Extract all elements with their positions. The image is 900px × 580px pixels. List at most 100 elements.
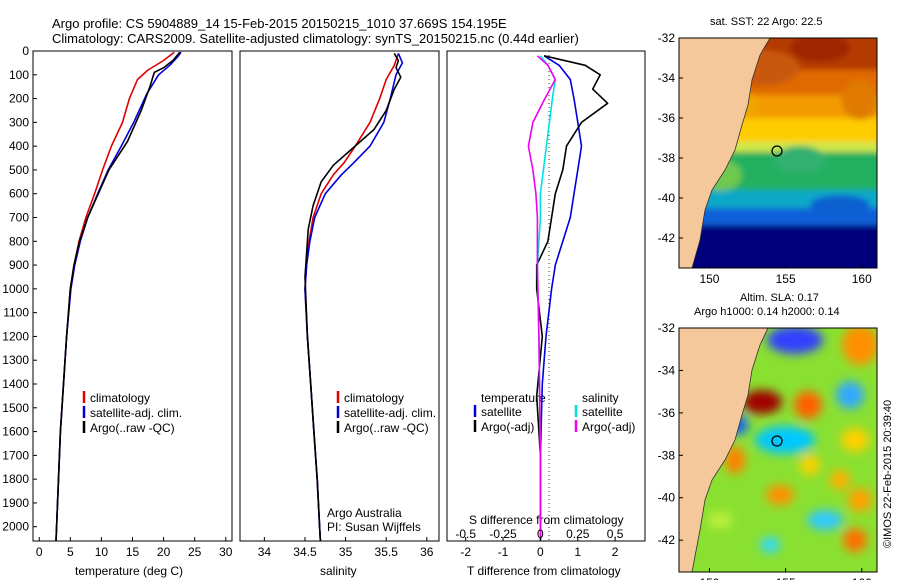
map-y-tick-label: -36 [658, 111, 676, 125]
header-line-2: Climatology: CARS2009. Satellite-adjuste… [52, 31, 579, 46]
sla-map-frame [678, 327, 878, 573]
t-difference-axis-label: T difference from climatology [467, 564, 621, 578]
x-tick-label: -2 [460, 545, 471, 559]
annotation-pi: PI: Susan Wijffels [327, 520, 421, 534]
map-y-tick-label: -42 [658, 231, 676, 245]
depth-tick-label: 1700 [2, 448, 29, 462]
map-y-tick-label: -42 [658, 533, 676, 547]
x-tick-label: 15 [126, 545, 140, 559]
legend-label-t-argo: Argo(-adj) [481, 420, 534, 434]
depth-tick-label: 0 [22, 44, 29, 58]
x-tick-label: 0 [537, 545, 544, 559]
legend-label-s-argo: Argo(-adj) [582, 420, 635, 434]
sla-map-subtitle: Argo h1000: 0.14 h2000: 0.14 [694, 306, 840, 318]
map-x-tick-label: 155 [776, 576, 796, 580]
x-tick-label: 5 [67, 545, 74, 559]
map-y-tick-label: -32 [658, 31, 676, 45]
salinity-panel [239, 50, 440, 542]
depth-tick-label: 500 [9, 163, 29, 177]
map-x-tick-label: 160 [852, 272, 872, 286]
legend-label-climatology: climatology [344, 391, 404, 405]
legend-label-climatology: climatology [90, 391, 150, 405]
map-y-tick-label: -34 [658, 363, 676, 377]
depth-tick-label: 300 [9, 115, 29, 129]
sst-map [678, 37, 878, 269]
x-tick-label: -1 [498, 545, 509, 559]
depth-tick-label: 1300 [2, 353, 29, 367]
s-difference-tick-label: 0.25 [566, 527, 590, 541]
difference-axes-frame [446, 50, 646, 542]
series-line-satellite-adj-clim- [55, 51, 182, 542]
x-tick-label: 2 [612, 545, 619, 559]
series-line-t-satellite [539, 55, 583, 541]
x-tick-label: 35 [339, 545, 353, 559]
series-line-argo-raw-qc- [304, 52, 402, 542]
sst-map-title: sat. SST: 22 Argo: 22.5 [710, 16, 823, 28]
map-x-tick-label: 150 [699, 272, 719, 286]
legend-label-satellite: satellite-adj. clim. [90, 406, 182, 420]
series-line-s-argo-adj- [527, 55, 557, 541]
x-tick-label: 35.5 [375, 545, 399, 559]
legend-title-temperature: temperature [481, 391, 546, 405]
map-y-tick-label: -38 [658, 448, 676, 462]
annotation-argo-australia: Argo Australia [327, 506, 402, 520]
depth-tick-label: 1000 [2, 282, 29, 296]
sst-map-axes: 150 155 160 -32 -34 -36 -38 -40 -42 [658, 31, 872, 286]
x-tick-label: 1 [574, 545, 581, 559]
sla-map [678, 327, 878, 573]
x-tick-label: 10 [95, 545, 109, 559]
depth-tick-label: 1900 [2, 496, 29, 510]
x-tick-label: 36 [420, 545, 434, 559]
salinity-axes-frame [239, 50, 440, 542]
depth-tick-label: 700 [9, 211, 29, 225]
depth-tick-label: 1400 [2, 377, 29, 391]
depth-tick-label: 400 [9, 139, 29, 153]
map-y-tick-label: -40 [658, 491, 676, 505]
s-difference-tick-label: -0.25 [489, 527, 517, 541]
depth-tick-label: 1500 [2, 401, 29, 415]
series-line-climatology [55, 51, 175, 542]
series-line-t-argo-adj- [535, 55, 609, 541]
credit-text: ©IMOS 22-Feb-2015 20:39:40 [882, 400, 894, 548]
depth-tick-label: 1100 [3, 306, 29, 320]
depth-tick-label: 200 [9, 92, 29, 106]
x-tick-label: 25 [188, 545, 202, 559]
depth-tick-label: 900 [9, 258, 29, 272]
x-tick-label: 0 [36, 545, 43, 559]
temperature-axis-label: temperature (deg C) [75, 564, 183, 578]
sla-land [679, 328, 769, 572]
legend-label-s-satellite: satellite [582, 405, 623, 419]
depth-tick-label: 800 [9, 234, 29, 248]
map-y-tick-label: -34 [658, 71, 676, 85]
map-x-tick-label: 150 [699, 576, 719, 580]
s-difference-axis-label: S difference from climatology [469, 513, 624, 527]
salinity-axis-label: salinity [320, 564, 357, 578]
depth-tick-label: 1800 [2, 472, 29, 486]
s-difference-tick-label: 0.5 [607, 527, 624, 541]
x-tick-label: 20 [157, 545, 171, 559]
series-line-satellite-adj-clim- [304, 53, 404, 542]
x-tick-label: 30 [219, 545, 233, 559]
map-y-tick-label: -40 [658, 191, 676, 205]
s-difference-tick-label: -0.5 [455, 527, 476, 541]
depth-tick-label: 1600 [2, 425, 29, 439]
sla-argo-marker [771, 435, 783, 447]
sla-field [708, 328, 877, 553]
difference-panel [446, 50, 646, 542]
legend-label-t-satellite: satellite [481, 405, 522, 419]
depth-tick-label: 600 [9, 187, 29, 201]
map-y-tick-label: -32 [658, 321, 676, 335]
legend-label-satellite: satellite-adj. clim. [344, 406, 436, 420]
s-difference-tick-label: 0 [537, 527, 544, 541]
salinity-legend: climatology satellite-adj. clim. Argo(..… [327, 391, 436, 534]
profile-curves [55, 51, 609, 542]
x-axes-ticks: 0 5 10 15 20 25 30 34 34.5 35 35.5 36 -2 -1 0 1 2 -0.5 -0.… [36, 527, 624, 559]
series-line-climatology [304, 53, 400, 542]
legend-label-argo: Argo(..raw -QC) [90, 421, 175, 435]
depth-tick-label: 2000 [2, 520, 29, 534]
x-tick-label: 34.5 [293, 545, 317, 559]
series-line-argo-raw-qc- [55, 51, 181, 542]
sla-map-title: Altim. SLA: 0.17 [740, 292, 819, 304]
sla-map-axes: 150 155 160 -32 -34 -36 -38 -40 -42 [658, 321, 872, 580]
